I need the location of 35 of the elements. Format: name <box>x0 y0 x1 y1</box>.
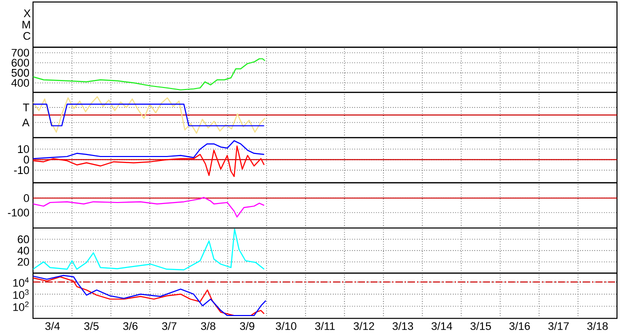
y-tick-label: 10$^{2}$ <box>13 302 29 312</box>
x-tick-label: 3/8 <box>200 322 216 330</box>
y-tick-label: 500 <box>12 68 30 77</box>
y-tick-label: 10 <box>18 145 30 154</box>
y-tick-label: 10$^{4}$ <box>13 277 29 287</box>
x-tick-label: 3/10 <box>276 322 296 330</box>
text: T <box>23 104 30 112</box>
x-tick-label: 3/7 <box>162 322 176 330</box>
y-tick-label: 40 <box>17 246 30 254</box>
y-tick-label: 60 <box>18 235 30 244</box>
text: X <box>24 10 31 18</box>
x-tick-label: 3/13 <box>392 322 414 330</box>
text: M <box>22 20 30 28</box>
x-tick-label: 3/4 <box>45 322 60 330</box>
text: A <box>22 118 30 126</box>
x-tick-label: 3/11 <box>315 322 335 330</box>
x-tick-label: 3/18 <box>587 322 608 330</box>
x-tick-label: 3/6 <box>123 322 138 330</box>
x-tick-label: 3/12 <box>354 322 374 330</box>
y-tick-label: 20 <box>18 258 30 266</box>
y-tick-label: 0 <box>24 194 30 202</box>
x-tick-label: 3/9 <box>240 322 254 330</box>
x-tick-label: 3/16 <box>509 322 530 330</box>
y-tick-label: -100 <box>8 208 30 217</box>
y-tick-label: 700 <box>12 48 30 57</box>
x-tick-label: 3/15 <box>470 322 491 330</box>
y-tick-label: -10 <box>14 166 30 174</box>
x-tick-label: 3/17 <box>548 322 569 330</box>
y-tick-label: 0 <box>24 156 30 164</box>
x-tick-label: 3/14 <box>432 322 452 330</box>
y-tick-label: 10$^{3}$ <box>13 289 29 299</box>
text: C <box>23 32 30 40</box>
y-tick-label: 400 <box>11 78 30 87</box>
y-tick-label: 600 <box>12 58 30 67</box>
x-tick-label: 3/5 <box>84 322 99 330</box>
